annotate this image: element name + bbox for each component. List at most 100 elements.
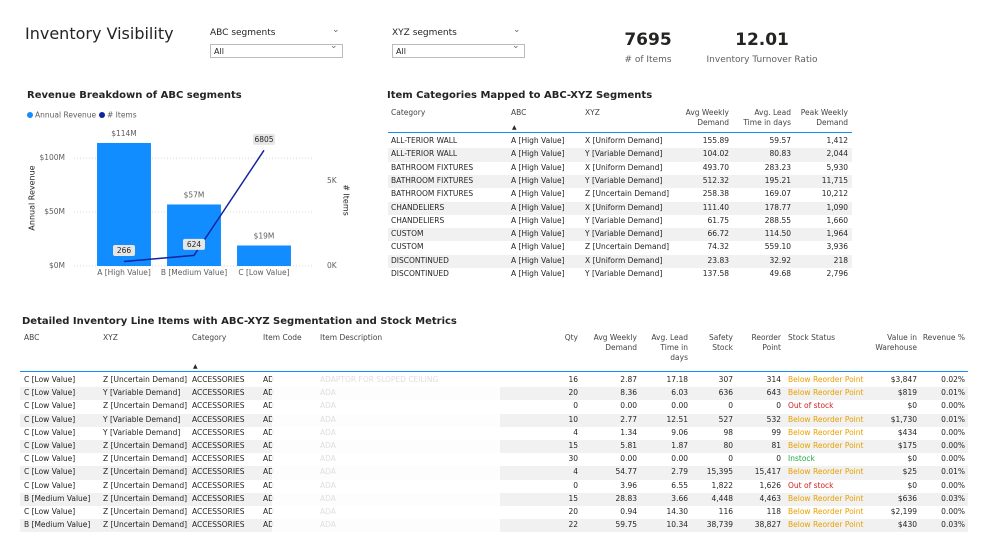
table-cell: 0.01%	[941, 414, 965, 424]
table-cell: C [Low Value]	[24, 414, 76, 424]
slicer-dropdown[interactable]: All	[210, 44, 343, 58]
table-cell: 0	[728, 454, 733, 464]
table-cell: 80	[723, 441, 733, 450]
table-cell: A [High Value]	[511, 162, 565, 172]
table-cell: 12.51	[666, 414, 688, 424]
table-cell: B [Medium Value]	[24, 493, 91, 503]
sort-indicator: ▲	[512, 124, 517, 131]
table-cell: CHANDELIERS	[391, 215, 445, 225]
table-cell: 2.87	[620, 375, 637, 384]
column-header: Value in Warehouse	[875, 333, 917, 352]
table-cell: X [Uniform Demand]	[585, 162, 663, 172]
table-cell: 66.72	[707, 229, 729, 239]
table-cell: C [Low Value]	[24, 507, 76, 516]
table-cell: 0	[728, 401, 733, 411]
table-cell: 30	[568, 454, 578, 464]
legend-marker	[99, 112, 105, 118]
y-tick-label: $100M	[39, 153, 65, 162]
table-cell: 111.40	[702, 202, 729, 212]
table-cell: ALL-TERIOR WALL	[391, 149, 458, 159]
data-label-box	[113, 244, 135, 256]
table-cell: $3,847	[890, 375, 917, 384]
table-cell: 32.92	[769, 255, 791, 265]
data-label-group: 624	[183, 238, 205, 250]
table-cell: 3.66	[671, 493, 688, 503]
column-header: Item Description	[320, 333, 383, 342]
x-tick-label: B [Medium Value]	[161, 268, 227, 277]
table-cell: 0.00	[671, 454, 688, 464]
table-cell: $434	[897, 427, 917, 437]
table-cell: 527	[718, 414, 733, 424]
table-cell: DISCONTINUED	[391, 255, 449, 265]
table-cell: 38,739	[706, 520, 733, 530]
table-cell: $636	[897, 493, 917, 503]
table-cell: 288.55	[764, 215, 791, 225]
table-cell: 15,395	[706, 467, 733, 477]
table-cell: 8.36	[620, 388, 637, 398]
table-cell: Below Reorder Point	[788, 375, 864, 384]
table-cell: ACCESSORIES	[192, 493, 245, 503]
slicer-label: XYZ segments	[392, 28, 457, 38]
table-cell: Below Reorder Point	[788, 467, 864, 477]
card-label: # of Items	[624, 55, 672, 65]
table-cell: ACCESSORIES	[192, 507, 245, 516]
table-cell: $0	[907, 401, 917, 411]
table-cell: 118	[766, 507, 781, 516]
table-cell: DISCONTINUED	[391, 269, 449, 278]
table-cell: BATHROOM FIXTURES	[391, 162, 474, 172]
table-cell: 2.77	[620, 414, 637, 424]
table-cell: 0.00%	[941, 401, 965, 411]
table-cell: CHANDELIERS	[391, 202, 445, 212]
table-cell: Out of stock	[788, 401, 834, 411]
table-cell: 59.57	[769, 136, 791, 145]
table-cell: 2,044	[826, 149, 848, 159]
card-label: Inventory Turnover Ratio	[706, 55, 818, 65]
table-cell: 10.34	[666, 520, 688, 530]
table-cell: 6.55	[671, 480, 688, 490]
card-value: 12.01	[735, 30, 789, 50]
chevron[interactable]: ⌄	[332, 25, 340, 35]
chevron[interactable]: ⌄	[330, 41, 338, 51]
table-cell: A [High Value]	[511, 189, 565, 199]
table-cell: AD	[263, 507, 274, 516]
table-cell: 636	[718, 388, 733, 398]
table-cell: 99	[771, 427, 781, 437]
table-cell: 3,936	[826, 242, 848, 252]
x-tick-label: C [Low Value]	[238, 268, 289, 277]
chevron[interactable]: ⌄	[513, 25, 521, 35]
card-value: 7695	[624, 30, 672, 50]
table-cell: ACCESSORIES	[192, 480, 245, 490]
table-cell: 532	[766, 414, 781, 424]
row-band	[388, 174, 852, 189]
bar	[237, 245, 291, 266]
table-cell: A [High Value]	[511, 229, 565, 239]
table-cell: 178.77	[764, 202, 791, 212]
table-cell: 155.89	[702, 136, 729, 145]
redaction-overlay	[272, 376, 500, 534]
table-cell: 0.00%	[941, 507, 965, 516]
table-cell: AD	[263, 454, 274, 464]
slicer-dropdown[interactable]: All	[392, 44, 525, 58]
row-band	[388, 228, 852, 242]
column-header: ABC	[24, 333, 40, 342]
table-cell: 10	[568, 414, 578, 424]
table-cell: C [Low Value]	[24, 388, 76, 398]
data-label: $114M	[111, 129, 137, 138]
table-cell: Y [Variable Demand]	[585, 229, 663, 239]
table-cell: A [High Value]	[511, 242, 565, 252]
table-cell: 0.00%	[941, 480, 965, 490]
table-cell: AD	[263, 480, 274, 490]
column-header: Category	[192, 333, 227, 342]
chevron[interactable]: ⌄	[512, 41, 520, 51]
column-header: Peak Weekly Demand	[800, 108, 848, 127]
table-cell: ALL-TERIOR WALL	[391, 136, 458, 145]
table-cell: Below Reorder Point	[788, 414, 864, 424]
table-cell: 1,964	[826, 229, 848, 239]
table-cell: Z [Uncertain Demand]	[103, 520, 188, 530]
table-cell: 9.06	[671, 427, 688, 437]
table-cell: ACCESSORIES	[192, 520, 245, 530]
table-cell: $1,730	[890, 414, 917, 424]
data-label-group: 6805	[253, 133, 275, 145]
legend-label: Annual Revenue	[35, 111, 97, 120]
